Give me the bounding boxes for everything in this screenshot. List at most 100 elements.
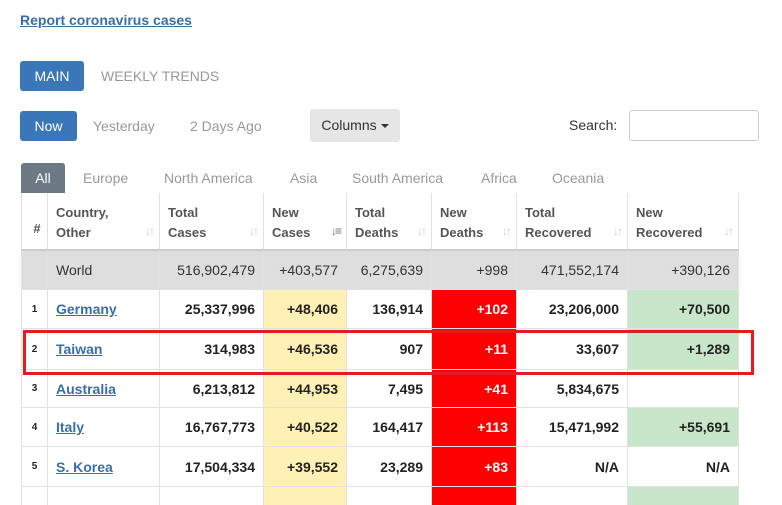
report-cases-link[interactable]: Report coronavirus cases — [20, 12, 192, 28]
cell-total-cases: 314,983 — [160, 329, 264, 370]
cell-new-recovered: N/A — [628, 447, 739, 487]
columns-label: Columns — [321, 117, 377, 133]
tab-region-europe[interactable]: Europe — [83, 170, 129, 186]
cell-total-recovered: 33,607 — [517, 329, 628, 370]
cell-new-recovered — [628, 370, 739, 408]
cell-total-recovered: 23,206,000 — [517, 290, 628, 329]
cell-country: S. Korea — [48, 447, 160, 487]
cell-country: Germany — [48, 290, 160, 329]
sort-icon: ↓↑ — [249, 224, 259, 238]
cell-total-cases — [160, 487, 264, 505]
country-link[interactable]: Australia — [56, 381, 116, 397]
cell-new-deaths: +998 — [432, 251, 517, 290]
tab-region-oceania[interactable]: Oceania — [552, 170, 605, 186]
tab-main[interactable]: MAIN — [20, 61, 84, 91]
tab-region-north-america[interactable]: North America — [164, 170, 253, 186]
table-row: 1 Germany 25,337,996 +48,406 136,914 +10… — [21, 290, 741, 329]
sort-icon: ↓↑ — [613, 224, 623, 238]
header-new-cases[interactable]: New Cases ↓≡ — [264, 193, 347, 251]
columns-dropdown-button[interactable]: Columns — [310, 109, 400, 142]
header-total-recovered[interactable]: Total Recovered ↓↑ — [517, 193, 628, 251]
table-row: 5 S. Korea 17,504,334 +39,552 23,289 +83… — [21, 447, 741, 487]
cell-country: Australia — [48, 370, 160, 408]
cell-country — [48, 487, 160, 505]
cell-new-recovered: +55,691 — [628, 408, 739, 447]
cell-new-deaths: +11 — [432, 329, 517, 370]
cell-new-recovered: +70,500 — [628, 290, 739, 329]
cell-rank: 2 — [21, 329, 48, 370]
tab-weekly-trends[interactable]: WEEKLY TRENDS — [101, 68, 220, 84]
cell-rank: 3 — [21, 370, 48, 408]
search-input[interactable] — [629, 110, 759, 141]
tab-region-asia[interactable]: Asia — [290, 170, 318, 186]
caret-down-icon — [380, 124, 389, 129]
sort-icon: ↓↑ — [502, 224, 512, 238]
table-row-world: World 516,902,479 +403,577 6,275,639 +99… — [21, 251, 741, 290]
cell-total-cases: 16,767,773 — [160, 408, 264, 447]
header-new-deaths[interactable]: New Deaths ↓↑ — [432, 193, 517, 251]
cell-new-cases: +48,406 — [264, 290, 347, 329]
cell-total-recovered: N/A — [517, 447, 628, 487]
cell-new-deaths: +83 — [432, 447, 517, 487]
cell-rank — [21, 251, 48, 290]
cell-new-deaths: +102 — [432, 290, 517, 329]
sort-icon: ↓↑ — [417, 224, 427, 238]
cell-rank: 4 — [21, 408, 48, 447]
tab-region-all[interactable]: All — [21, 163, 65, 193]
tab-2-days-ago[interactable]: 2 Days Ago — [190, 118, 262, 134]
cell-new-cases: +46,536 — [264, 329, 347, 370]
table-header: # Country, Other ↓↑ Total Cases ↓↑ New Cases ↓… — [21, 193, 741, 251]
cell-new-deaths: +41 — [432, 370, 517, 408]
tab-region-africa[interactable]: Africa — [481, 170, 517, 186]
cell-total-deaths: 23,289 — [347, 447, 432, 487]
cell-total-recovered — [517, 487, 628, 505]
cell-new-recovered: +1,289 — [628, 329, 739, 370]
cell-country: Italy — [48, 408, 160, 447]
sort-icon: ↓↑ — [724, 224, 734, 238]
cell-total-recovered: 471,552,174 — [517, 251, 628, 290]
sort-desc-icon: ↓≡ — [330, 224, 342, 238]
cell-new-cases: +39,552 — [264, 447, 347, 487]
header-total-deaths[interactable]: Total Deaths ↓↑ — [347, 193, 432, 251]
header-new-recovered[interactable]: New Recovered ↓↑ — [628, 193, 739, 251]
country-link[interactable]: Taiwan — [56, 341, 103, 357]
cell-total-deaths: 6,275,639 — [347, 251, 432, 290]
search-label: Search: — [569, 117, 618, 133]
cell-total-cases: 6,213,812 — [160, 370, 264, 408]
country-link[interactable]: Germany — [56, 301, 117, 317]
cell-new-deaths: +113 — [432, 408, 517, 447]
cell-country: World — [48, 251, 160, 290]
country-link[interactable]: Italy — [56, 419, 85, 435]
cell-rank: 1 — [21, 290, 48, 329]
tab-yesterday[interactable]: Yesterday — [93, 118, 155, 134]
cell-total-recovered: 15,471,992 — [517, 408, 628, 447]
table-row: 4 Italy 16,767,773 +40,522 164,417 +113 … — [21, 408, 741, 447]
cell-total-deaths: 164,417 — [347, 408, 432, 447]
table-row: 3 Australia 6,213,812 +44,953 7,495 +41 … — [21, 370, 741, 408]
table-row-partial — [21, 487, 741, 505]
table-row: 2 Taiwan 314,983 +46,536 907 +11 33,607 … — [21, 329, 741, 370]
cell-total-cases: 17,504,334 — [160, 447, 264, 487]
header-total-cases[interactable]: Total Cases ↓↑ — [160, 193, 264, 251]
sort-icon: ↓↑ — [145, 224, 155, 238]
cell-total-deaths: 136,914 — [347, 290, 432, 329]
cell-total-deaths — [347, 487, 432, 505]
cell-new-recovered: +390,126 — [628, 251, 739, 290]
tab-region-south-america[interactable]: South America — [352, 170, 444, 186]
cell-total-recovered: 5,834,675 — [517, 370, 628, 408]
cell-new-recovered — [628, 487, 739, 505]
cell-new-cases: +44,953 — [264, 370, 347, 408]
cell-rank: 5 — [21, 447, 48, 487]
tab-now[interactable]: Now — [20, 111, 77, 141]
cell-total-cases: 25,337,996 — [160, 290, 264, 329]
country-link[interactable]: S. Korea — [56, 459, 113, 475]
cases-table: # Country, Other ↓↑ Total Cases ↓↑ New Cases ↓… — [21, 193, 741, 505]
header-country[interactable]: Country, Other ↓↑ — [48, 193, 160, 251]
cell-total-deaths: 7,495 — [347, 370, 432, 408]
cell-new-cases: +40,522 — [264, 408, 347, 447]
cell-rank — [21, 487, 48, 505]
header-rank[interactable]: # — [21, 193, 48, 251]
cell-new-deaths — [432, 487, 517, 505]
cell-total-deaths: 907 — [347, 329, 432, 370]
cell-new-cases: +403,577 — [264, 251, 347, 290]
